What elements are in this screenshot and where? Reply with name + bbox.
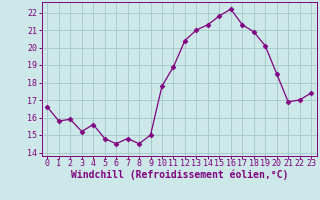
X-axis label: Windchill (Refroidissement éolien,°C): Windchill (Refroidissement éolien,°C) bbox=[70, 170, 288, 180]
